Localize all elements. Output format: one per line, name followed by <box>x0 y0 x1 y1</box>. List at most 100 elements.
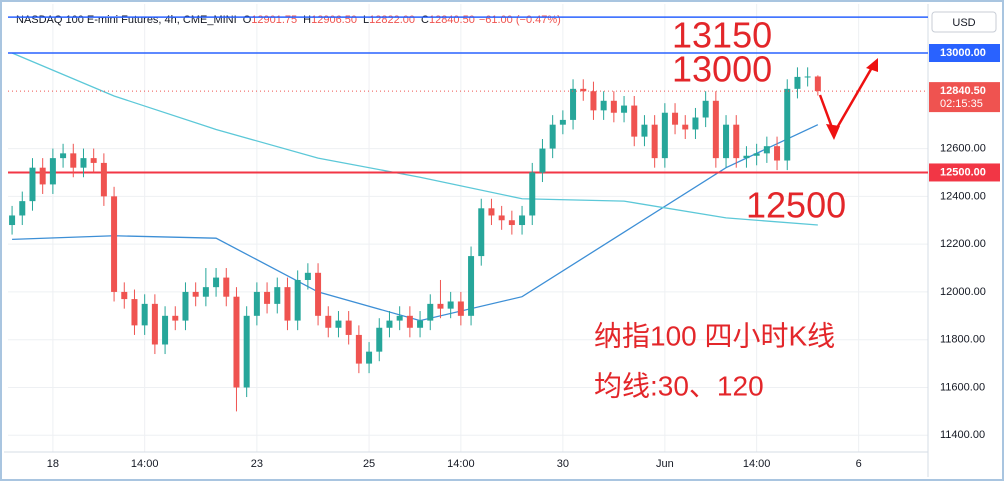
header-part: 12822.00 <box>369 14 415 26</box>
candle-body <box>600 100 607 111</box>
x-tick-label: 30 <box>557 458 569 470</box>
x-tick-label: 23 <box>251 458 263 470</box>
price-line-box <box>929 44 1000 63</box>
candle-body <box>610 100 617 113</box>
candle-body <box>90 158 97 163</box>
candle-body <box>437 303 444 309</box>
candle-body <box>570 88 577 120</box>
candle-body <box>213 277 220 288</box>
price-line-label: 13000.00 <box>940 47 986 59</box>
candle-body <box>702 100 709 118</box>
candle-body <box>49 158 56 185</box>
candle-body <box>386 320 393 328</box>
annotation: 13150 <box>672 15 772 56</box>
candle-body <box>712 100 719 159</box>
candle-body <box>529 172 536 216</box>
candle-body <box>468 256 475 316</box>
last-price-label: 12840.50 <box>940 85 986 97</box>
candle-body <box>488 208 495 216</box>
y-tick-label: 12400.00 <box>940 190 986 202</box>
candle-body <box>274 287 281 304</box>
y-tick-label: 12600.00 <box>940 142 986 154</box>
candle-body <box>804 76 811 78</box>
candle-body <box>243 315 250 388</box>
candle-body <box>366 351 373 364</box>
candle-body <box>355 334 362 364</box>
annotation: 均线:30、120 <box>594 370 764 401</box>
price-line-box <box>929 163 1000 182</box>
candle-body <box>784 88 791 161</box>
candle-body <box>39 167 46 185</box>
candle-body <box>182 291 189 321</box>
y-tick-label: 12000.00 <box>940 286 986 298</box>
candle-body <box>682 124 689 130</box>
candle-body <box>396 315 403 321</box>
candle-body <box>335 320 342 328</box>
candle-body <box>519 215 526 226</box>
candle-body <box>315 272 322 316</box>
arrow <box>818 58 878 140</box>
candle-body <box>621 105 628 113</box>
candle-body <box>100 162 107 197</box>
header-part: −61.00 (−0.47%) <box>479 14 561 26</box>
candle-body <box>151 303 158 345</box>
candle-body <box>284 287 291 321</box>
x-tick-label: 14:00 <box>131 458 159 470</box>
candle-body <box>19 201 26 216</box>
candle-body <box>417 320 424 328</box>
candle-body <box>549 124 556 149</box>
candle-body <box>672 112 679 125</box>
candle-body <box>427 303 434 321</box>
y-tick-label: 11800.00 <box>940 334 985 346</box>
candle-body <box>559 119 566 125</box>
candle-body <box>539 148 546 173</box>
candle-body <box>376 327 383 352</box>
y-tick-label: 12200.00 <box>940 238 986 250</box>
candle-body <box>447 301 454 309</box>
candle-body <box>233 296 240 388</box>
candle-body <box>325 315 332 328</box>
candle-body <box>631 105 638 137</box>
candle-body <box>121 291 128 300</box>
candle-body <box>162 315 169 345</box>
header-part: C <box>421 14 429 26</box>
header-part: 12901.75 <box>251 14 297 26</box>
candle-body <box>590 91 597 111</box>
candle-body <box>60 153 67 159</box>
candle-body <box>192 291 199 297</box>
candle-body <box>814 76 821 92</box>
header: NASDAQ 100 E-mini Futures, 4h, CME_MINI O… <box>16 14 561 26</box>
candle-body <box>294 279 301 321</box>
header-part: NASDAQ 100 E-mini Futures, 4h, CME_MINI <box>16 14 237 26</box>
candle-body <box>733 124 740 159</box>
currency-box <box>931 11 997 33</box>
y-tick-label: 11600.00 <box>940 381 985 393</box>
annotation: 13000 <box>672 49 772 90</box>
candle-body <box>253 291 260 316</box>
annotation: 12500 <box>746 185 846 226</box>
x-tick-label: 25 <box>363 458 375 470</box>
candle-body <box>794 76 801 89</box>
price-line-label: 12500.00 <box>940 166 986 178</box>
candle-body <box>29 167 36 202</box>
currency: USD <box>952 17 975 29</box>
last-price-box <box>929 82 1000 113</box>
x-tick-label: 14:00 <box>743 458 771 470</box>
candle-body <box>304 272 311 280</box>
candle-body <box>692 117 699 130</box>
candle-body <box>723 124 730 159</box>
annotation: 纳指100 四小时K线 <box>594 320 835 351</box>
back-layer <box>8 4 928 452</box>
candle-body <box>111 196 118 292</box>
candle-body <box>131 299 138 326</box>
candle-body <box>641 124 648 137</box>
candle-body <box>406 315 413 328</box>
candle-body <box>580 88 587 92</box>
header-part: 12840.50 <box>429 14 475 26</box>
x-tick-label: 18 <box>47 458 59 470</box>
candle-body <box>498 215 505 221</box>
candle-body <box>508 220 515 226</box>
candle-body <box>80 158 87 168</box>
candle-body <box>763 146 770 154</box>
